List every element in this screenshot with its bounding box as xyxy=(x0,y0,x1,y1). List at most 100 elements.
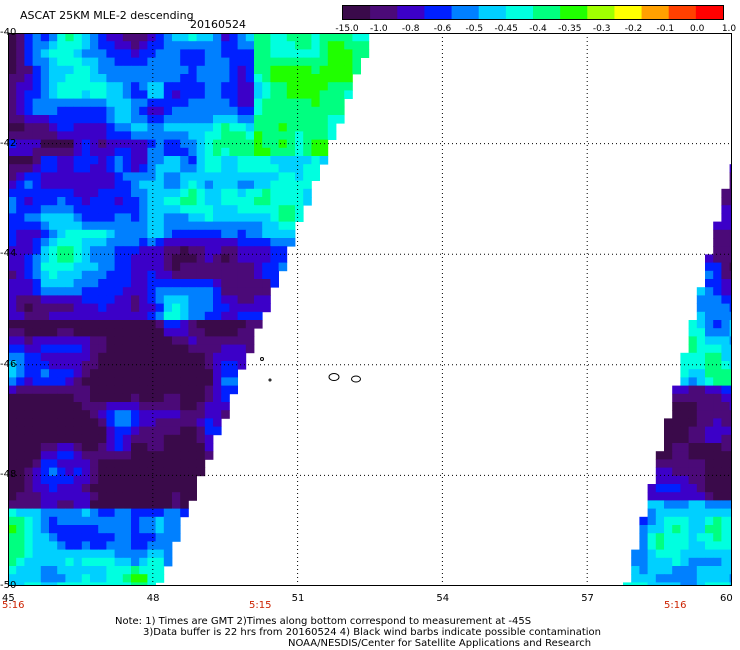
swath-cell xyxy=(245,328,255,337)
swath-cell xyxy=(139,574,148,583)
swath-cell xyxy=(139,361,148,370)
swath-cell xyxy=(631,574,640,583)
swath-cell xyxy=(163,434,173,444)
swath-cell xyxy=(213,418,222,427)
swath-cell xyxy=(180,156,189,165)
swath-cell xyxy=(139,164,148,173)
swath-cell xyxy=(188,156,197,165)
swath-cell xyxy=(98,147,107,157)
swath-cell xyxy=(172,180,181,190)
swath-cell xyxy=(680,385,689,395)
swath-cell xyxy=(196,443,206,452)
swath-cell xyxy=(147,287,156,296)
swath-cell xyxy=(8,246,17,255)
swath-cell xyxy=(180,41,189,50)
swath-cell xyxy=(155,156,165,165)
swath-cell xyxy=(131,295,140,304)
swath-cell xyxy=(311,156,320,165)
swath-cell xyxy=(49,557,58,567)
swath-cell xyxy=(8,262,17,272)
swath-cell xyxy=(114,229,124,239)
swath-cell xyxy=(122,484,132,493)
swath-cell xyxy=(147,426,156,436)
note-line-1: Note: 1) Times are GMT 2)Times along bot… xyxy=(115,616,532,627)
swath-cell xyxy=(49,197,58,206)
swath-cell xyxy=(729,369,732,378)
swath-cell xyxy=(98,172,107,181)
swath-cell xyxy=(721,393,730,403)
swath-cell xyxy=(40,574,50,583)
swath-cell xyxy=(40,525,50,534)
swath-cell xyxy=(221,361,230,370)
swath-cell xyxy=(57,361,66,370)
swath-cell xyxy=(180,377,189,386)
swath-cell xyxy=(672,533,681,542)
swath-cell xyxy=(24,418,33,427)
swath-cell xyxy=(655,549,665,559)
swath-cell xyxy=(705,451,714,460)
swath-cell xyxy=(49,369,58,378)
swath-cell xyxy=(172,164,181,173)
swath-cell xyxy=(49,74,58,83)
swath-cell xyxy=(180,426,189,436)
swath-cell xyxy=(32,344,42,354)
swath-cell xyxy=(65,574,74,583)
swath-cell xyxy=(155,98,165,108)
swath-cell xyxy=(188,369,197,378)
swath-cell xyxy=(139,311,148,321)
swath-cell xyxy=(204,279,214,288)
swath-cell xyxy=(237,213,247,222)
swath-cell xyxy=(188,205,197,214)
swath-cell xyxy=(106,172,115,181)
swath-cell xyxy=(188,336,197,345)
swath-cell xyxy=(65,197,74,206)
swath-cell xyxy=(65,123,74,132)
swath-cell xyxy=(131,172,140,181)
swath-cell xyxy=(73,525,83,534)
swath-cell xyxy=(139,525,148,534)
swath-cell xyxy=(237,172,247,181)
swath-cell xyxy=(327,98,337,108)
swath-cell xyxy=(139,328,148,337)
swath-cell xyxy=(49,361,58,370)
swath-cell xyxy=(303,82,312,91)
swath-cell xyxy=(270,279,279,288)
swath-cell xyxy=(696,361,706,370)
swath-cell xyxy=(16,65,25,75)
swath-cell xyxy=(204,393,214,403)
swath-cell xyxy=(98,74,107,83)
swath-cell xyxy=(57,393,66,403)
swath-cell xyxy=(24,385,33,395)
swath-cell xyxy=(24,49,33,58)
swath-cell xyxy=(221,213,230,222)
swath-cell xyxy=(229,320,238,329)
swath-cell xyxy=(180,188,189,198)
swath-cell xyxy=(221,172,230,181)
swath-cell xyxy=(122,147,132,157)
swath-cell xyxy=(196,90,206,99)
swath-cell xyxy=(139,467,148,477)
swath-cell xyxy=(262,139,271,149)
swath-cell xyxy=(8,443,17,452)
swath-cell xyxy=(713,377,722,386)
swath-cell xyxy=(278,131,288,140)
swath-cell xyxy=(204,369,214,378)
swath-cell xyxy=(286,213,296,222)
swath-cell xyxy=(245,303,255,313)
swath-cell xyxy=(139,418,148,427)
swath-cell xyxy=(114,484,124,493)
swath-cell xyxy=(147,484,156,493)
swath-cell xyxy=(163,516,173,526)
swath-cell xyxy=(713,467,722,477)
island-3 xyxy=(260,357,264,361)
swath-cell xyxy=(229,361,238,370)
swath-cell xyxy=(688,508,698,518)
swath-cell xyxy=(204,106,214,116)
swath-cell xyxy=(180,328,189,337)
swath-cell xyxy=(90,352,99,362)
swath-cell xyxy=(319,131,329,140)
swath-cell xyxy=(155,320,165,329)
swath-cell xyxy=(204,57,214,67)
swath-cell xyxy=(57,508,66,518)
swath-cell xyxy=(40,418,50,427)
